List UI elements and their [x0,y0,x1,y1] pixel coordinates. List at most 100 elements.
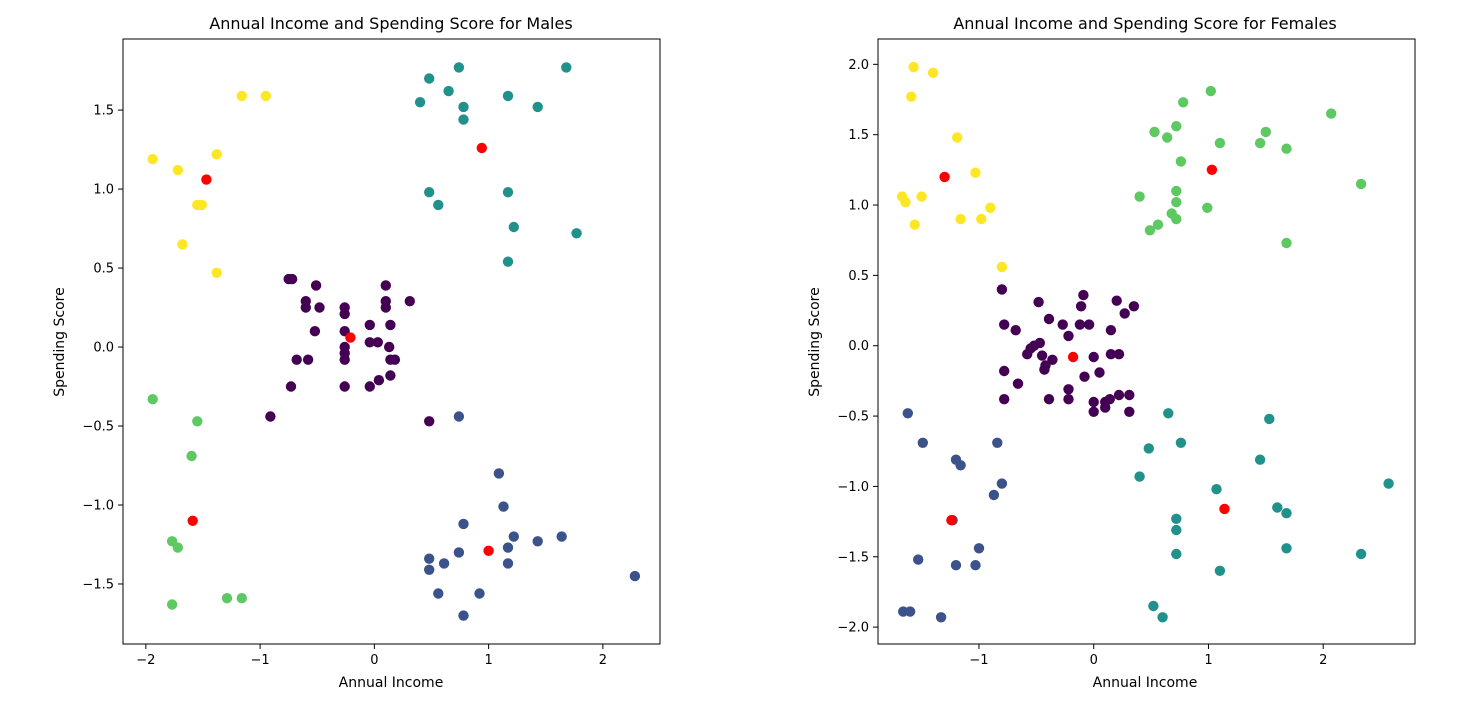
data-point [906,91,917,102]
data-point [1162,132,1173,143]
data-point [952,132,963,143]
data-point [1260,126,1272,138]
data-point [433,588,444,599]
data-point [1033,296,1044,308]
data-point [424,416,435,427]
data-point [950,560,962,571]
data-point [502,187,514,198]
data-point [433,199,444,211]
y-tick-label: −0.5 [82,420,114,435]
data-point [414,97,426,108]
x-tick-label: 1 [1204,653,1212,668]
data-point [453,547,465,558]
axes-frame [122,38,661,645]
data-point [1175,156,1187,167]
centroid-point [1219,503,1230,515]
y-tick-label: 1.5 [93,104,114,119]
data-point [1105,349,1117,360]
data-point [1124,406,1135,417]
data-point [904,606,916,617]
data-point [1083,319,1095,330]
data-point [453,411,465,422]
data-point [1175,437,1187,448]
data-point [1134,191,1145,202]
data-point [286,273,298,285]
data-point [458,518,469,530]
data-point [424,564,435,575]
x-tick-label: 0 [1090,653,1098,668]
data-point [502,256,514,267]
x-tick-label: −2 [136,653,155,668]
data-point [502,90,514,102]
data-point [339,354,350,365]
data-point [1043,394,1055,405]
data-point [211,267,222,278]
data-point [532,101,543,113]
data-point [1355,178,1367,190]
data-point [508,531,519,542]
data-point [1272,502,1283,513]
data-point [291,354,302,365]
y-axis-label: Spending Score [807,287,823,396]
x-axis-label: Annual Income [1093,675,1198,691]
centroid-point [946,515,957,526]
data-point [502,558,514,569]
y-tick-label: 2.0 [848,58,869,73]
data-point [909,219,920,230]
data-point [1214,137,1226,149]
data-point [1171,197,1182,208]
data-point [458,610,469,621]
data-point [221,593,233,604]
data-point [988,489,1000,501]
data-point [177,239,188,250]
data-point [992,437,1003,448]
data-point [999,365,1010,377]
data-point [996,261,1008,273]
data-point [1113,349,1125,360]
data-point [532,536,543,547]
data-point [1088,351,1099,363]
data-point [186,450,197,462]
data-point [976,213,987,225]
data-point [1163,408,1174,419]
data-point [493,468,505,479]
data-point [1264,413,1275,425]
centroid-point [1067,351,1079,363]
y-tick-label: −2.0 [837,621,869,636]
data-point [389,354,401,365]
data-point [1012,378,1024,389]
data-point [900,197,911,208]
plot-area: −2 −1 0 1 2 −1.5 −1.0 −0.5 0.0 0.5 1.0 1.5 [82,38,661,668]
data-point [502,542,514,553]
data-point [1171,524,1182,536]
data-point [380,280,391,291]
data-point [970,560,981,571]
data-point [372,337,383,348]
data-point [913,554,924,565]
data-point [955,460,966,471]
data-point [438,558,450,569]
centroid-point [1206,164,1218,175]
centroid-point [345,332,356,343]
data-point [458,101,469,113]
data-point [1028,340,1040,351]
data-point [1088,396,1099,408]
data-point [1124,389,1135,401]
data-points [147,62,641,621]
data-point [474,588,485,599]
data-point [339,381,350,392]
data-point [1078,289,1089,301]
centroid-point [476,142,487,154]
data-point [211,149,222,160]
data-point [1383,478,1394,489]
data-point [1171,185,1182,197]
axes-frame [877,38,1416,645]
data-point [310,280,322,291]
data-point [1157,612,1168,623]
y-tick-label: 0.0 [848,339,869,354]
data-point [1281,508,1292,519]
y-tick-label: −1.5 [82,577,114,592]
data-point [1043,313,1055,325]
data-point [424,187,435,198]
